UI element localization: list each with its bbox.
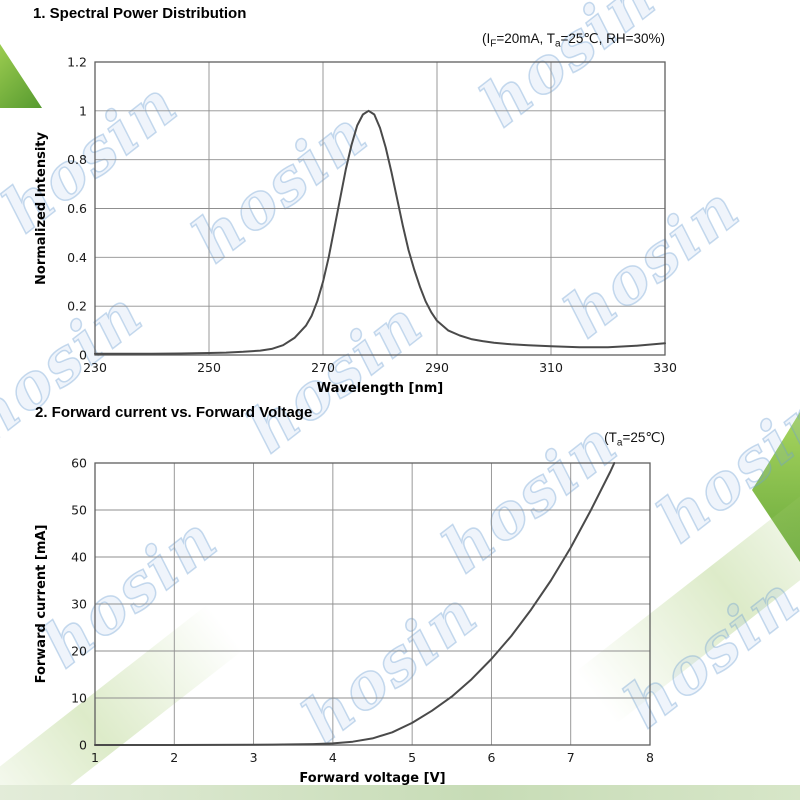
plot-border bbox=[94, 61, 666, 356]
x-tick-label: 250 bbox=[197, 360, 221, 375]
decoration-corner-right bbox=[752, 412, 800, 562]
x-axis-label: Forward voltage [V] bbox=[299, 771, 445, 786]
section2-conditions: (Ta=25℃) bbox=[380, 430, 665, 449]
section1-conditions: (IF=20mA, Ta=25℃, RH=30%) bbox=[380, 31, 665, 50]
condition-part: (T bbox=[604, 430, 617, 445]
decoration-bottom-band bbox=[0, 785, 800, 800]
x-tick-label: 330 bbox=[653, 360, 677, 375]
data-curve bbox=[94, 109, 666, 355]
y-tick-label: 0.4 bbox=[67, 250, 87, 265]
x-tick-label: 5 bbox=[408, 750, 416, 765]
condition-part: =20mA, T bbox=[496, 31, 555, 46]
section1-title: 1. Spectral Power Distribution bbox=[33, 5, 247, 22]
y-axis-label: Normalized Intensity bbox=[34, 132, 49, 285]
x-tick-label: 230 bbox=[83, 360, 107, 375]
x-tick-label: 1 bbox=[91, 750, 99, 765]
y-tick-label: 0 bbox=[79, 348, 87, 363]
x-tick-label: 310 bbox=[539, 360, 563, 375]
y-tick-label: 10 bbox=[71, 691, 87, 706]
y-tick-label: 1 bbox=[79, 103, 87, 118]
forward-current-vs-voltage-chart: 1 2 3 4 5 6 7 8 0 10 20 30 40 50 60 Forward voltage [V]… bbox=[34, 456, 654, 787]
condition-part: (I bbox=[481, 31, 491, 46]
section2-title: 2. Forward current vs. Forward Voltage bbox=[35, 404, 313, 421]
plot-border bbox=[94, 462, 651, 746]
x-tick-label: 8 bbox=[646, 750, 654, 765]
x-tick-label: 2 bbox=[170, 750, 178, 765]
y-tick-label: 50 bbox=[71, 503, 87, 518]
spectral-power-distribution-chart: 230 250 270 290 310 330 0 0.2 0.4 0.6 0.8 1 1.2 Wavel… bbox=[34, 55, 677, 397]
condition-subscript: F bbox=[490, 38, 497, 50]
x-axis-label: Wavelength [nm] bbox=[317, 381, 443, 396]
y-tick-label: 0.2 bbox=[67, 299, 87, 314]
y-axis-label: Forward current [mA] bbox=[34, 525, 49, 684]
data-curve bbox=[94, 462, 616, 746]
condition-part: =25℃) bbox=[622, 430, 665, 445]
y-tick-label: 20 bbox=[71, 644, 87, 659]
y-tick-label: 0.8 bbox=[67, 152, 87, 167]
y-tick-label: 30 bbox=[71, 597, 87, 612]
condition-subscript: a bbox=[616, 437, 623, 449]
condition-subscript: a bbox=[554, 38, 561, 50]
y-tick-label: 40 bbox=[71, 550, 87, 565]
x-tick-label: 270 bbox=[311, 360, 335, 375]
y-tick-label: 60 bbox=[71, 456, 87, 471]
x-tick-label: 290 bbox=[425, 360, 449, 375]
y-tick-label: 1.2 bbox=[67, 55, 87, 70]
x-tick-label: 7 bbox=[567, 750, 575, 765]
x-tick-label: 4 bbox=[329, 750, 337, 765]
x-tick-label: 3 bbox=[250, 750, 258, 765]
y-tick-label: 0.6 bbox=[67, 201, 87, 216]
condition-part: =25℃, RH=30%) bbox=[560, 31, 665, 46]
y-tick-label: 0 bbox=[79, 738, 87, 753]
x-tick-label: 6 bbox=[487, 750, 495, 765]
